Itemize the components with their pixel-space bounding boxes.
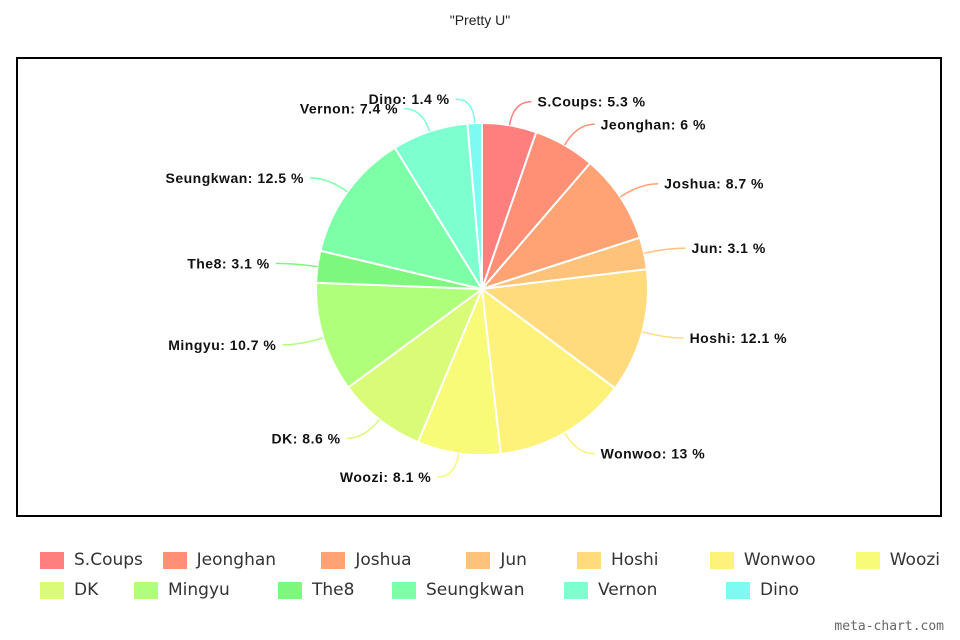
slice-label: Hoshi: 12.1 % xyxy=(690,330,788,346)
slice-label: Seungkwan: 12.5 % xyxy=(165,170,303,186)
legend-item-mingyu[interactable]: Mingyu xyxy=(134,580,278,600)
legend-swatch xyxy=(162,551,187,569)
legend-label: Woozi xyxy=(889,550,940,570)
pie-chart: S.Coups: 5.3 % Jeonghan: 6 % Joshua: 8.7 %… xyxy=(165,91,788,485)
slice-label: Jun: 3.1 % xyxy=(692,240,766,256)
legend-swatch xyxy=(466,551,491,569)
legend-label: Hoshi xyxy=(610,550,659,570)
legend-label: Dino xyxy=(760,580,799,600)
leader-line xyxy=(564,123,595,146)
pie-slice-dino xyxy=(466,121,483,290)
legend-label: Joshua xyxy=(355,550,412,570)
legend-swatch xyxy=(726,581,750,599)
leader-line xyxy=(309,177,348,193)
leader-line xyxy=(346,419,381,440)
legend-label: Jeonghan xyxy=(196,550,277,570)
legend-item-seungkwan[interactable]: Seungkwan xyxy=(392,580,564,600)
legend-row: DK Mingyu The8 Seungkwan Vernon Dino xyxy=(40,575,940,605)
slice-label: Joshua: 8.7 % xyxy=(664,176,764,192)
legend-label: Mingyu xyxy=(168,580,230,600)
legend-swatch xyxy=(576,551,601,569)
leader-line xyxy=(642,331,684,339)
legend-item-jun[interactable]: Jun xyxy=(466,550,577,570)
slice-label: Woozi: 8.1 % xyxy=(340,469,431,485)
pie-slice-dk xyxy=(346,286,485,444)
legend-swatch xyxy=(134,581,158,599)
legend-row: S.Coups Jeonghan Joshua Jun Hoshi Wonwoo Woozi xyxy=(40,545,940,575)
legend-swatch xyxy=(321,551,346,569)
chart-title: "Pretty U" xyxy=(449,12,511,28)
legend-swatch xyxy=(278,581,302,599)
slice-label: Mingyu: 10.7 % xyxy=(168,337,276,353)
legend-item-jeonghan[interactable]: Jeonghan xyxy=(162,550,322,570)
slice-label: The8: 3.1 % xyxy=(187,255,270,271)
slice-label: S.Coups: 5.3 % xyxy=(537,94,645,110)
legend-label: Seungkwan xyxy=(426,580,525,600)
leader-line xyxy=(455,98,476,124)
legend-item-dk[interactable]: DK xyxy=(40,580,134,600)
pie-slice-joshua xyxy=(478,161,642,292)
pie-slice-mingyu xyxy=(315,281,485,389)
legend-item-joshua[interactable]: Joshua xyxy=(321,550,466,570)
slice-label: Jeonghan: 6 % xyxy=(601,116,706,132)
slice-label: Vernon: 7.4 % xyxy=(300,101,398,117)
leader-line xyxy=(404,107,431,132)
legend-swatch xyxy=(855,551,880,569)
legend-swatch xyxy=(564,581,588,599)
legend-label: The8 xyxy=(312,580,355,600)
slice-label: Dino: 1.4 % xyxy=(369,91,450,107)
pie-slice-seungkwan xyxy=(319,146,485,291)
watermark: meta-chart.com xyxy=(834,619,944,634)
legend-label: S.Coups xyxy=(74,550,143,570)
pie-slice-wonwoo xyxy=(480,286,617,456)
legend-swatch xyxy=(392,581,416,599)
legend-item-dino[interactable]: Dino xyxy=(726,580,799,600)
leader-line xyxy=(619,182,659,198)
leader-line xyxy=(282,337,324,346)
legend-swatch xyxy=(40,581,64,599)
legend-label: Wonwoo xyxy=(743,550,816,570)
legend-item-woozi[interactable]: Woozi xyxy=(855,550,940,570)
legend-item-the8[interactable]: The8 xyxy=(278,580,392,600)
legend-item-vernon[interactable]: Vernon xyxy=(564,580,726,600)
legend-label: Jun xyxy=(500,550,527,570)
legend-swatch xyxy=(40,551,64,569)
legend-label: DK xyxy=(74,580,99,600)
legend-item-s-coups[interactable]: S.Coups xyxy=(40,550,163,570)
legend-swatch xyxy=(709,551,734,569)
slice-label: Wonwoo: 13 % xyxy=(601,446,706,462)
slice-label: DK: 8.6 % xyxy=(272,430,341,446)
legend-label: Vernon xyxy=(598,580,658,600)
leader-line xyxy=(643,247,686,255)
leader-line xyxy=(508,100,532,126)
legend-item-wonwoo[interactable]: Wonwoo xyxy=(709,550,856,570)
legend-item-hoshi[interactable]: Hoshi xyxy=(576,550,710,570)
leader-line xyxy=(437,453,460,478)
legend: S.Coups Jeonghan Joshua Jun Hoshi Wonwoo Woozi… xyxy=(40,545,940,605)
plot-frame: S.Coups: 5.3 % Jeonghan: 6 % Joshua: 8.7 %… xyxy=(16,57,942,517)
leader-line xyxy=(275,262,318,268)
leader-line xyxy=(564,432,595,455)
